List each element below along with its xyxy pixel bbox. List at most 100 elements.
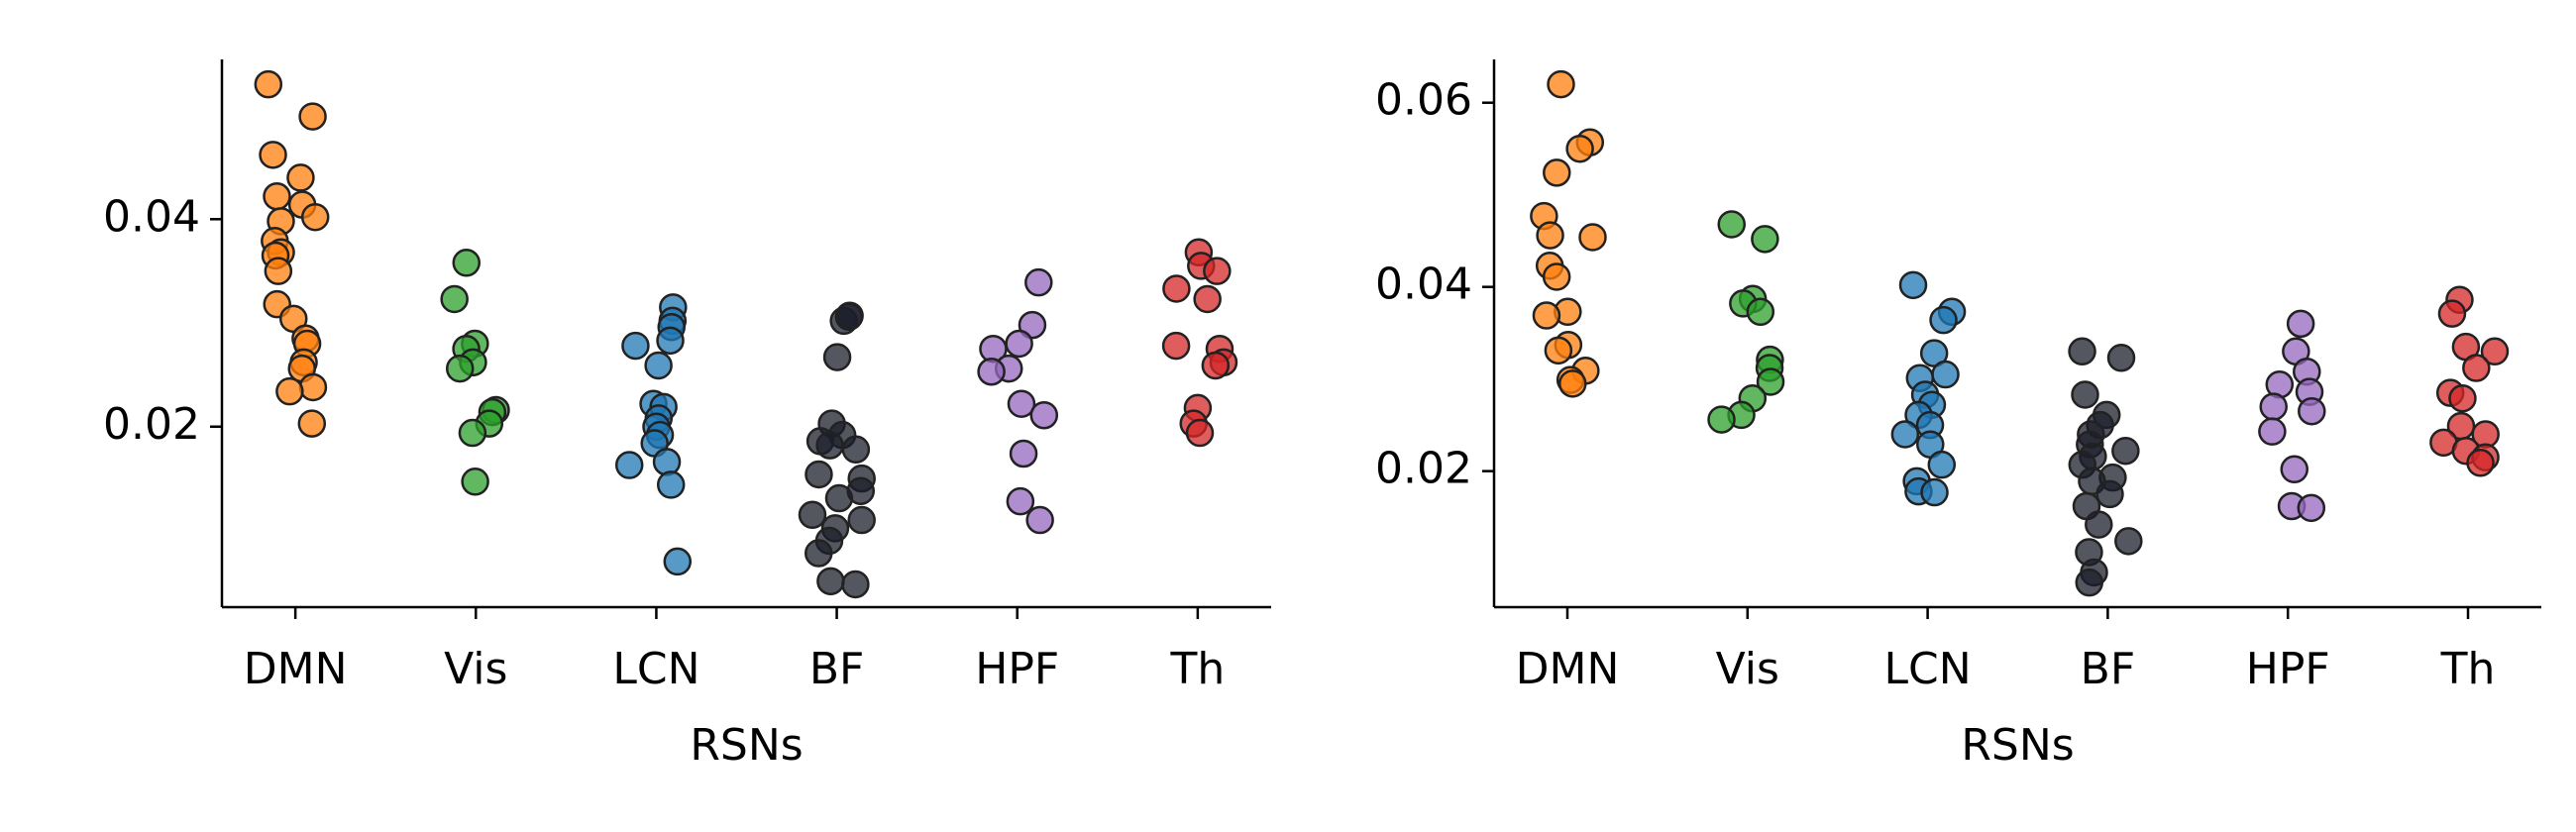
point	[1929, 305, 1958, 335]
point	[1005, 329, 1033, 359]
point	[2106, 344, 2136, 372]
x-tick-label: Vis	[1716, 644, 1779, 694]
point	[1007, 389, 1036, 418]
point	[663, 547, 693, 576]
point	[824, 483, 854, 513]
point	[816, 567, 845, 596]
point	[2448, 383, 2477, 413]
point	[2259, 392, 2288, 421]
point	[1024, 267, 1053, 297]
point	[461, 468, 489, 496]
point	[2286, 309, 2315, 339]
point	[1162, 274, 1191, 303]
point	[1544, 336, 1573, 365]
point	[2480, 337, 2510, 366]
point	[2462, 354, 2491, 382]
point	[1920, 477, 1949, 507]
point	[1161, 331, 1191, 361]
point	[977, 358, 1006, 386]
point	[644, 351, 673, 380]
point	[298, 102, 327, 131]
point	[264, 257, 293, 285]
point	[614, 451, 644, 479]
point	[254, 69, 283, 99]
point	[804, 539, 833, 568]
x-tick-label: LCN	[1884, 644, 1972, 694]
y-tick-label: 0.02	[103, 399, 200, 450]
point	[798, 500, 827, 530]
point	[2258, 417, 2287, 446]
point	[1751, 225, 1779, 254]
point	[835, 301, 864, 330]
point	[815, 431, 844, 460]
y-tick-label: 0.04	[1375, 260, 1472, 310]
point	[1578, 223, 1607, 252]
point	[1565, 134, 1594, 163]
point	[2111, 436, 2140, 466]
point	[1746, 297, 1775, 327]
point	[2075, 568, 2103, 597]
point	[2114, 527, 2143, 556]
point	[656, 470, 686, 499]
point	[847, 505, 876, 535]
x-tick-label: Vis	[444, 644, 507, 694]
point	[652, 448, 682, 476]
point	[259, 141, 287, 169]
point	[1203, 257, 1232, 285]
point	[286, 163, 315, 192]
x-tick-label: Th	[1169, 644, 1225, 694]
point	[1201, 351, 1231, 380]
point	[297, 409, 327, 438]
point	[2280, 455, 2309, 484]
point	[1890, 420, 1920, 449]
point	[841, 435, 871, 465]
point	[1193, 284, 1222, 314]
point	[1756, 367, 1785, 396]
point	[2095, 479, 2124, 509]
x-tick-label: BF	[809, 644, 865, 694]
x-tick-label: Th	[2440, 644, 2496, 694]
point	[1532, 301, 1561, 330]
y-tick-label: 0.04	[103, 191, 200, 242]
x-axis-label: RSNs	[1961, 720, 2074, 771]
point	[841, 570, 870, 599]
point	[1029, 400, 1059, 430]
point	[621, 331, 650, 361]
x-tick-label: HPF	[975, 644, 1059, 694]
point	[263, 182, 291, 211]
point	[822, 343, 852, 371]
point	[2085, 510, 2113, 539]
point	[1185, 418, 1215, 448]
point	[1547, 69, 1575, 99]
point	[1927, 450, 1957, 479]
point	[1898, 270, 1928, 300]
y-tick-label: 0.06	[1375, 75, 1472, 126]
x-axis-label: RSNs	[690, 720, 803, 771]
point	[458, 418, 487, 448]
point	[2068, 337, 2096, 366]
point	[2466, 449, 2495, 477]
point	[1707, 405, 1736, 434]
point	[1025, 505, 1054, 535]
point	[1006, 486, 1035, 516]
point	[656, 326, 685, 356]
point	[1009, 439, 1038, 468]
point	[440, 284, 469, 314]
point	[1542, 262, 1571, 291]
point	[1536, 221, 1564, 250]
point	[1543, 158, 1571, 187]
point	[1558, 369, 1587, 398]
point	[2297, 493, 2326, 523]
point	[445, 354, 475, 383]
point	[2437, 299, 2467, 328]
point	[275, 376, 304, 406]
x-tick-label: DMN	[1516, 644, 1620, 694]
x-tick-label: BF	[2081, 644, 2136, 694]
point	[298, 372, 328, 402]
point	[300, 202, 330, 232]
x-tick-label: HPF	[2246, 644, 2330, 694]
x-tick-label: DMN	[244, 644, 348, 694]
point	[1717, 210, 1746, 239]
point	[805, 460, 833, 489]
point	[1931, 360, 1960, 389]
